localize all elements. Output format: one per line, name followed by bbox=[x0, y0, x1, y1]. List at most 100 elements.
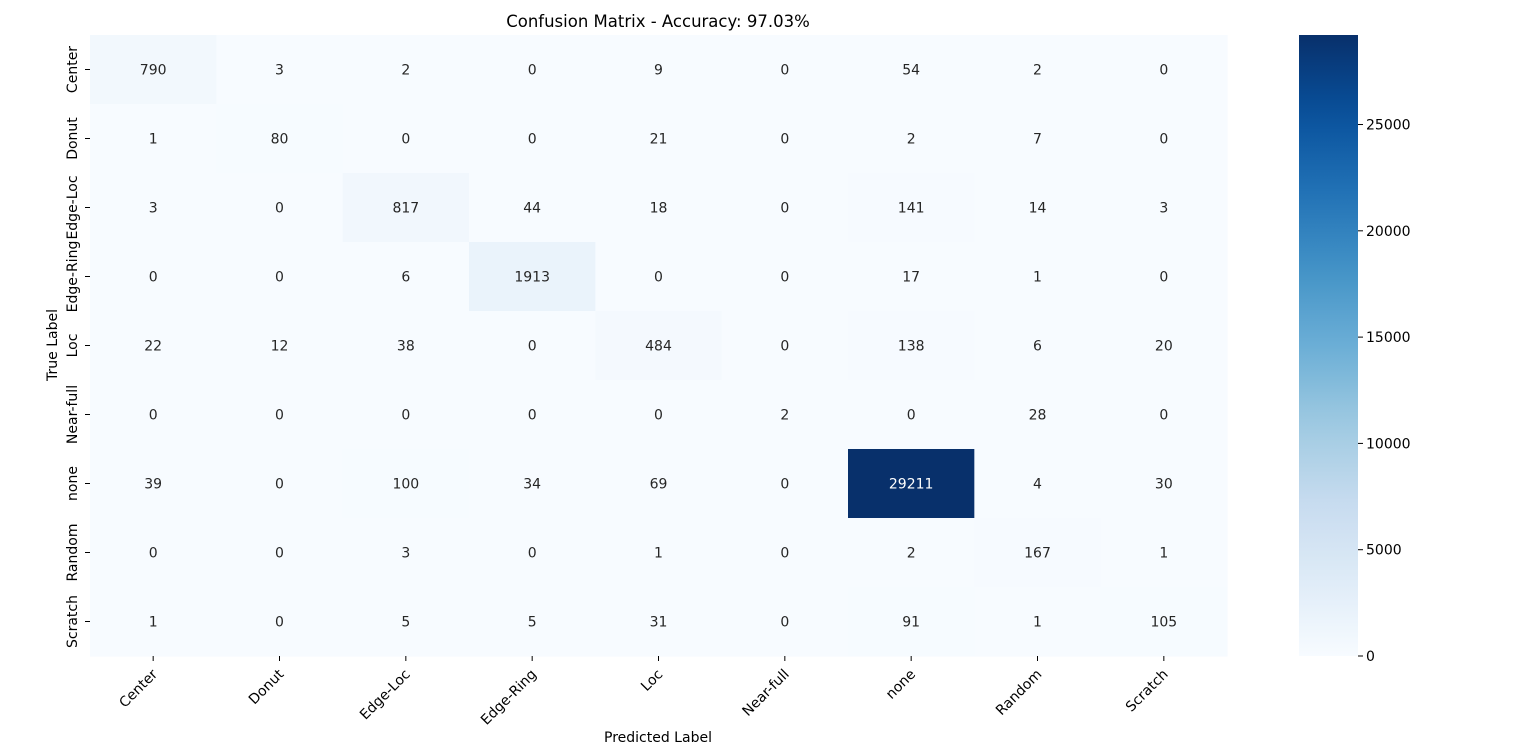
cell-value-label: 1 bbox=[654, 546, 663, 562]
heatmap-cell-7-4 bbox=[595, 518, 723, 588]
x-axis-ticks: Center Donut Edge-Loc Edge-Ring Loc Near-full… bbox=[116, 656, 1172, 729]
y-tick-label: Near-full bbox=[65, 385, 81, 444]
colorbar-tick-label: 20000 bbox=[1366, 224, 1411, 240]
heatmap-cell-5-4 bbox=[595, 380, 723, 450]
heatmap-cell-1-1 bbox=[216, 104, 344, 174]
heatmap-cell-5-8 bbox=[1100, 380, 1228, 450]
cell-value-label: 3 bbox=[275, 63, 284, 79]
heatmap-cell-7-7 bbox=[974, 518, 1102, 588]
heatmap-cell-0-7 bbox=[974, 35, 1102, 105]
cell-value-label: 0 bbox=[1159, 132, 1168, 148]
cell-value-label: 9 bbox=[654, 63, 663, 79]
cell-value-label: 0 bbox=[149, 270, 158, 286]
y-tick-label: Edge-Ring bbox=[65, 241, 81, 313]
heatmap-cell-4-0 bbox=[90, 311, 217, 381]
heatmap-plot-area: 790 3 2 0 9 0 54 2 01 80 0 0 21 0 2 7 03 0 817 44 18 0 141 14 30… bbox=[90, 35, 1228, 657]
heatmap-cell-1-4 bbox=[595, 104, 723, 174]
cell-value-label: 0 bbox=[1159, 270, 1168, 286]
heatmap-cell-7-6 bbox=[848, 518, 975, 588]
cell-value-label: 1 bbox=[149, 132, 158, 148]
heatmap-cell-3-3 bbox=[469, 242, 596, 312]
heatmap-cell-8-4 bbox=[595, 587, 723, 657]
cell-value-label: 1 bbox=[149, 615, 158, 631]
heatmap-cell-8-1 bbox=[216, 587, 344, 657]
heatmap-cell-3-5 bbox=[721, 242, 849, 312]
heatmap-cell-1-0 bbox=[90, 104, 217, 174]
heatmap-cell-2-2 bbox=[342, 173, 470, 243]
cell-value-label: 2 bbox=[907, 546, 916, 562]
cell-value-label: 5 bbox=[528, 615, 537, 631]
heatmap-cell-4-7 bbox=[974, 311, 1102, 381]
cell-value-label: 31 bbox=[650, 615, 668, 631]
heatmap-cell-4-2 bbox=[342, 311, 470, 381]
cell-value-label: 0 bbox=[275, 408, 284, 424]
y-axis-ticks: Center Donut Edge-Loc Edge-Ring Loc Near-full… bbox=[65, 46, 90, 648]
cell-value-label: 0 bbox=[780, 339, 789, 355]
y-tick-label: Random bbox=[65, 524, 81, 582]
heatmap-cell-6-7 bbox=[974, 449, 1102, 519]
cell-value-label: 0 bbox=[654, 408, 663, 424]
cell-value-label: 2 bbox=[1033, 63, 1042, 79]
heatmap-cell-7-2 bbox=[342, 518, 470, 588]
heatmap-cell-4-8 bbox=[1100, 311, 1228, 381]
heatmap-cell-5-0 bbox=[90, 380, 217, 450]
heatmap-cell-5-6 bbox=[848, 380, 975, 450]
heatmap-cell-5-5 bbox=[721, 380, 849, 450]
colorbar-tick-label: 10000 bbox=[1366, 436, 1411, 452]
cell-value-label: 69 bbox=[650, 477, 668, 493]
cell-value-label: 0 bbox=[275, 615, 284, 631]
cell-value-label: 7 bbox=[1033, 132, 1042, 148]
heatmap-cell-4-4 bbox=[595, 311, 723, 381]
colorbar-scale bbox=[1299, 35, 1358, 656]
heatmap-cell-0-8 bbox=[1100, 35, 1228, 105]
heatmap-cell-8-6 bbox=[848, 587, 975, 657]
cell-value-label: 0 bbox=[907, 408, 916, 424]
cell-value-label: 0 bbox=[275, 477, 284, 493]
heatmap-cell-3-8 bbox=[1100, 242, 1228, 312]
cell-value-label: 0 bbox=[528, 546, 537, 562]
heatmap-cell-0-2 bbox=[342, 35, 470, 105]
cell-value-label: 21 bbox=[650, 132, 668, 148]
cell-value-label: 5 bbox=[401, 615, 410, 631]
cell-value-label: 3 bbox=[1159, 201, 1168, 217]
y-tick-label: Loc bbox=[65, 334, 81, 358]
heatmap-cell-3-1 bbox=[216, 242, 344, 312]
cell-value-label: 0 bbox=[780, 132, 789, 148]
heatmap-cell-6-3 bbox=[469, 449, 596, 519]
cell-value-label: 0 bbox=[780, 546, 789, 562]
cell-value-label: 105 bbox=[1150, 615, 1177, 631]
heatmap-cell-5-7 bbox=[974, 380, 1102, 450]
cell-value-label: 39 bbox=[144, 477, 162, 493]
cell-value-label: 34 bbox=[523, 477, 541, 493]
y-tick-label: Edge-Loc bbox=[65, 175, 81, 239]
chart-title: Confusion Matrix - Accuracy: 97.03% bbox=[506, 12, 810, 31]
heatmap-cell-6-2 bbox=[342, 449, 470, 519]
cell-value-label: 2 bbox=[401, 63, 410, 79]
heatmap-cell-4-1 bbox=[216, 311, 344, 381]
cell-value-label: 141 bbox=[898, 201, 925, 217]
cell-value-label: 0 bbox=[149, 546, 158, 562]
heatmap-cell-4-3 bbox=[469, 311, 596, 381]
cell-value-label: 0 bbox=[528, 132, 537, 148]
heatmap-cell-5-2 bbox=[342, 380, 470, 450]
cell-value-label: 3 bbox=[149, 201, 158, 217]
heatmap-cell-3-4 bbox=[595, 242, 723, 312]
x-tick-label: Edge-Ring bbox=[478, 667, 540, 729]
cell-value-label: 12 bbox=[271, 339, 289, 355]
heatmap-cell-3-6 bbox=[848, 242, 975, 312]
heatmap-cell-2-7 bbox=[974, 173, 1102, 243]
cell-value-label: 0 bbox=[1159, 408, 1168, 424]
cell-value-label: 2 bbox=[780, 408, 789, 424]
cell-value-label: 790 bbox=[140, 63, 167, 79]
heatmap-cell-2-3 bbox=[469, 173, 596, 243]
heatmap-cell-7-0 bbox=[90, 518, 217, 588]
heatmap-cell-7-3 bbox=[469, 518, 596, 588]
cell-value-label: 38 bbox=[397, 339, 415, 355]
cell-value-label: 1 bbox=[1159, 546, 1168, 562]
heatmap-cell-8-8 bbox=[1100, 587, 1228, 657]
heatmap-cell-2-4 bbox=[595, 173, 723, 243]
cell-value-label: 80 bbox=[271, 132, 289, 148]
cell-value-label: 91 bbox=[902, 615, 920, 631]
cell-value-label: 0 bbox=[149, 408, 158, 424]
